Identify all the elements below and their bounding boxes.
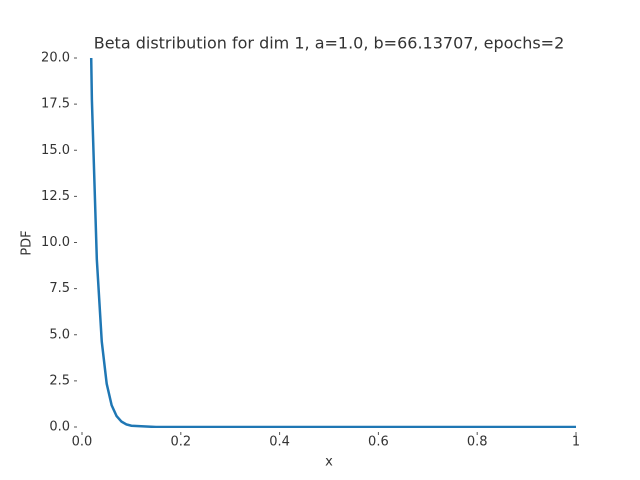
x-tick-label: 0.4 [269,435,290,450]
x-tick-label: 0.8 [467,435,488,450]
chart-title: Beta distribution for dim 1, a=1.0, b=66… [94,34,565,53]
y-tick-label: 10.0 [41,235,70,250]
y-tick-label: 17.5 [41,97,70,112]
x-tick-label: 0.2 [170,435,191,450]
x-tick-label: 1 [572,435,580,450]
data-line [89,58,576,428]
y-tick-label: 15.0 [41,143,70,158]
y-tick-label: 2.5 [49,373,70,388]
y-tick-label: 20.0 [41,51,70,66]
x-axis-label: x [325,455,333,470]
y-axis-label: PDF [20,230,35,255]
x-tick-label: 0.0 [72,435,93,450]
y-tick-label: 7.5 [49,281,70,296]
y-tick-label: 5.0 [49,327,70,342]
x-tick-label: 0.6 [368,435,389,450]
y-tick-label: 12.5 [41,189,70,204]
y-tick-label: 0.0 [49,420,70,435]
